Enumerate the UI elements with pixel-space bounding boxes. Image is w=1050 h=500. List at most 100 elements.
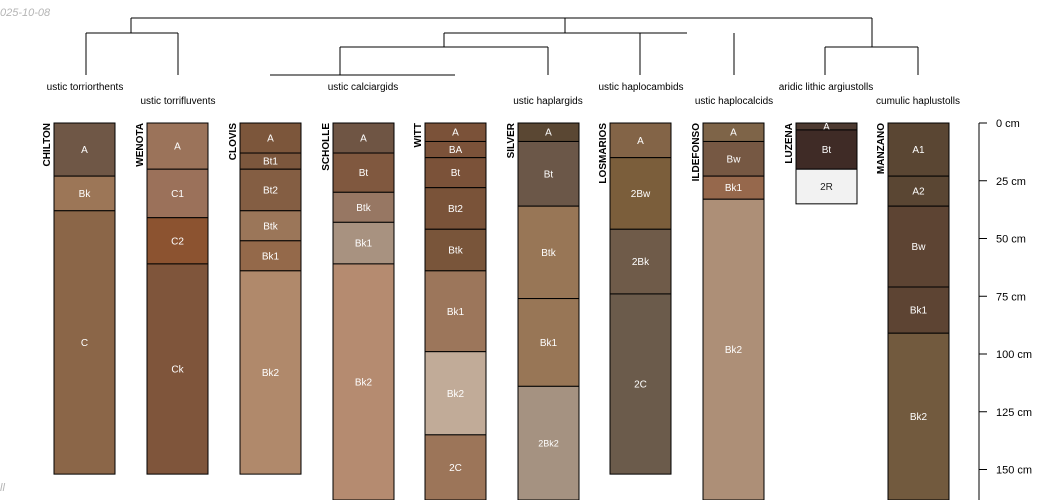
dendrogram	[85, 17, 919, 76]
axis-tick-label: 0 cm	[996, 118, 1020, 130]
profile-chilton: A Bk C CHILTON	[42, 122, 116, 475]
horizon-label: Ck	[171, 365, 184, 376]
horizon-losmarios-a	[609, 122, 672, 159]
profile-wenota: A C1 C2 Ck WENOTA	[135, 122, 209, 475]
horizon-silver-2bk2	[517, 385, 580, 500]
horizon-scholle-btk	[332, 191, 395, 223]
horizon-chilton-a	[53, 122, 116, 177]
horizon-clovis-btk	[239, 210, 302, 242]
taxa-labels: ustic torriorthents ustic torrifluvents us…	[47, 82, 960, 107]
horizon-label: Bw	[727, 154, 742, 165]
profile-silver: A Bt Btk Bk1 2Bk2 SILVER	[506, 122, 580, 500]
horizon-label: 2C	[449, 463, 462, 474]
horizon-clovis-bt2	[239, 168, 302, 212]
horizon-label: 2Bk	[632, 257, 650, 268]
horizon-silver-btk	[517, 205, 580, 300]
profile-clovis: A Bt1 Bt2 Btk Bk1 Bk2 CLOVIS	[228, 122, 302, 475]
horizon-label: C	[81, 338, 88, 349]
horizon-label: Bk2	[262, 368, 280, 379]
horizon-label: Bt2	[448, 204, 463, 215]
horizon-ildefonso-bk2	[702, 198, 765, 500]
profile-name: WITT	[413, 123, 424, 147]
horizon-losmarios-2bw	[609, 157, 672, 230]
horizon-witt-bt	[424, 157, 487, 189]
horizon-label: Bk1	[725, 183, 743, 194]
horizon-wenota-a	[146, 122, 209, 170]
horizon-label: Btk	[448, 246, 463, 257]
horizon-scholle-bk1	[332, 221, 395, 265]
taxon-label-ustic-torrifluvents: ustic torrifluvents	[140, 96, 215, 107]
depth-axis: 0 cm 25 cm 50 cm 75 cm 100 cm 125 cm 150 cm	[978, 118, 1032, 500]
profile-name: WENOTA	[135, 123, 146, 167]
horizon-label: A	[267, 134, 274, 145]
horizon-manzano-bw	[887, 205, 950, 288]
axis-tick-label: 50 cm	[996, 234, 1026, 246]
taxon-label-ustic-haplocambids: ustic haplocambids	[598, 82, 683, 93]
profile-name: CHILTON	[42, 123, 53, 167]
taxon-label-aridic-lithic-argiustolls: aridic lithic argiustolls	[779, 82, 873, 93]
horizon-wenota-c1	[146, 168, 209, 219]
horizon-label: A	[360, 134, 367, 145]
horizon-label: BA	[449, 145, 463, 156]
horizon-label: 2Bw	[631, 189, 651, 200]
horizon-label: Bt	[822, 145, 832, 156]
axis-tick-label: 100 cm	[996, 349, 1032, 361]
profile-name: SCHOLLE	[321, 123, 332, 171]
profile-name: SILVER	[506, 122, 517, 158]
horizon-manzano-bk1	[887, 286, 950, 334]
horizon-label: C1	[171, 189, 184, 200]
profile-losmarios: A 2Bw 2Bk 2C LOSMARIOS	[598, 122, 672, 475]
horizon-label: Bt1	[263, 157, 278, 168]
horizon-clovis-bk2	[239, 270, 302, 475]
horizon-clovis-a	[239, 122, 302, 154]
horizon-label: Btk	[541, 248, 556, 259]
taxon-label-ustic-haplargids: ustic haplargids	[513, 96, 582, 107]
horizon-wenota-ck	[146, 263, 209, 475]
axis-tick-label: 75 cm	[996, 291, 1026, 303]
horizon-label: A2	[912, 187, 925, 198]
horizon-label: 2Bk2	[538, 439, 559, 449]
horizon-label: Bk1	[355, 239, 373, 250]
profiles: A Bk C CHILTON A C1 C2 Ck WENOTA A Bt1 Bt2 Btk Bk1 Bk2…	[42, 122, 950, 500]
horizon-label: A	[823, 122, 830, 133]
horizon-label: 2R	[820, 182, 833, 193]
footer-stamp: ll	[0, 482, 5, 494]
profile-scholle: A Bt Btk Bk1 Bk2 SCHOLLE	[321, 122, 395, 500]
horizon-silver-bt	[517, 140, 580, 207]
horizon-label: A	[174, 142, 181, 153]
axis-tick-label: 25 cm	[996, 176, 1026, 188]
horizon-label: A	[81, 145, 88, 156]
horizon-label: C2	[171, 236, 184, 247]
horizon-label: Btk	[356, 203, 371, 214]
profile-ildefonso: A Bw Bk1 Bk2 ILDEFONSO	[691, 122, 765, 500]
taxon-label-ustic-calciargids: ustic calciargids	[328, 82, 399, 93]
profile-name: CLOVIS	[228, 123, 239, 161]
horizon-luzena-bt	[795, 129, 858, 170]
profile-name: LOSMARIOS	[598, 123, 609, 184]
profile-name: MANZANO	[876, 123, 887, 174]
horizon-label: Bk1	[910, 306, 928, 317]
horizon-label: Bk1	[262, 251, 280, 262]
horizon-label: Bk2	[355, 377, 373, 388]
profile-manzano: A1 A2 Bw Bk1 Bk2 MANZANO	[876, 122, 950, 500]
taxon-label-ustic-torriorthents: ustic torriorthents	[47, 82, 124, 93]
horizon-label: A	[637, 136, 644, 147]
horizon-witt-2c	[424, 434, 487, 500]
horizon-label: A	[730, 128, 737, 139]
horizon-clovis-bk1	[239, 240, 302, 272]
profile-name: LUZENA	[784, 123, 795, 164]
horizon-label: Bk2	[447, 389, 465, 400]
horizon-label: Bk1	[447, 307, 465, 318]
horizon-label: Bt2	[263, 185, 278, 196]
horizon-losmarios-2c	[609, 293, 672, 475]
horizon-chilton-bk	[53, 175, 116, 212]
date-stamp: 025-10-08	[0, 7, 51, 19]
horizon-manzano-bk2	[887, 332, 950, 500]
profile-witt: A BA Bt Bt2 Btk Bk1 Bk2 2C WITT	[413, 122, 487, 500]
horizon-label: Bk2	[725, 345, 743, 356]
taxon-label-cumulic-haplustolls: cumulic haplustolls	[876, 96, 960, 107]
horizon-label: Btk	[263, 221, 278, 232]
horizon-label: 2C	[634, 380, 647, 391]
horizon-label: Bk	[79, 189, 92, 200]
